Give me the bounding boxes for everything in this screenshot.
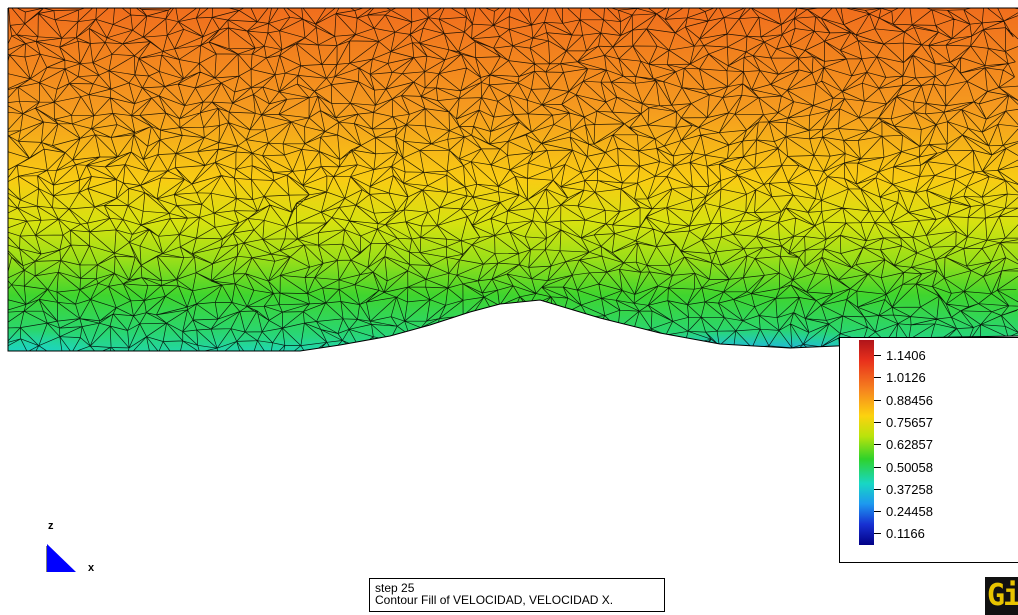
result-label: Contour Fill of VELOCIDAD, VELOCIDAD X. <box>375 593 614 607</box>
color-legend: 1.1406 1.0126 0.88456 0.75657 0.62857 0.50058… <box>839 337 1018 563</box>
legend-tick <box>874 355 881 356</box>
legend-tick <box>874 488 881 490</box>
domain-outline <box>7 7 1018 352</box>
step-label: step 25 <box>375 581 415 595</box>
legend-value: 0.1166 <box>886 526 925 542</box>
legend-value: 0.88456 <box>886 392 933 408</box>
legend-tick <box>874 444 881 446</box>
axis-triad-icon: z x <box>40 520 110 580</box>
legend-value: 0.37258 <box>886 481 933 497</box>
mesh-element-edges <box>8 8 1018 351</box>
legend-tick <box>874 421 881 423</box>
gid-logo-icon: GiD <box>985 577 1018 615</box>
legend-tick <box>874 533 881 535</box>
axis-x-label: x <box>88 562 95 574</box>
legend-tick <box>874 399 881 401</box>
axis-z-label: z <box>48 520 54 532</box>
legend-value: 0.62857 <box>886 437 933 453</box>
legend-tick <box>874 377 881 379</box>
legend-value: 1.1406 <box>886 348 926 363</box>
legend-tick <box>874 466 881 468</box>
legend-value: 0.75657 <box>886 414 933 430</box>
legend-tick <box>874 511 881 513</box>
legend-color-bar <box>859 340 874 545</box>
legend-value: 0.50058 <box>886 459 933 475</box>
legend-value: 1.0126 <box>886 370 926 386</box>
legend-value: 0.24458 <box>886 504 933 520</box>
status-box: step 25 Contour Fill of VELOCIDAD, VELOC… <box>369 578 665 612</box>
